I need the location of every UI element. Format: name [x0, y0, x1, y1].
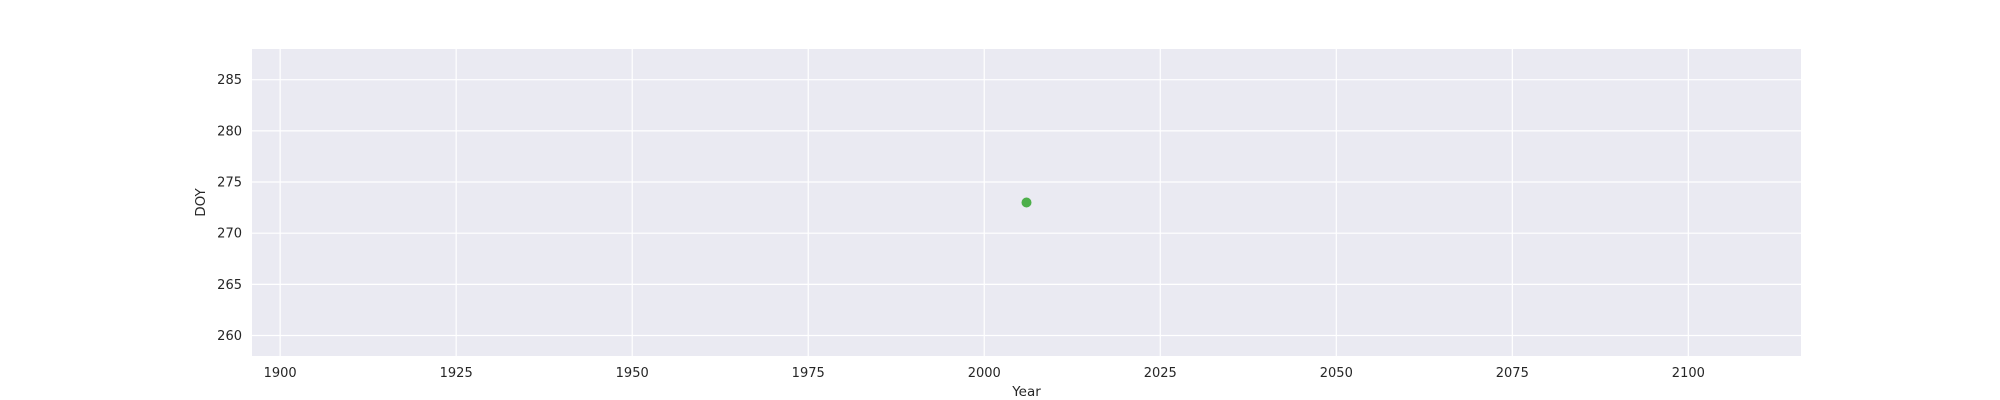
x-tick-label: 1925	[440, 366, 473, 381]
y-axis-label: DOY	[193, 187, 209, 216]
x-tick-label: 1950	[616, 366, 649, 381]
x-tick-label: 2000	[968, 366, 1001, 381]
y-tick-label: 275	[217, 176, 242, 191]
y-tick-label: 265	[217, 278, 242, 293]
x-axis-ticks: 1900 1925 1950 1975 2000 2025 2050 2075 2100	[264, 366, 1705, 381]
y-tick-label: 260	[217, 329, 242, 344]
x-tick-label: 2025	[1144, 366, 1177, 381]
x-tick-label: 2100	[1672, 366, 1705, 381]
data-point	[1021, 197, 1032, 208]
x-tick-label: 1975	[792, 366, 825, 381]
grid	[252, 49, 1801, 356]
x-tick-label: 1900	[264, 366, 297, 381]
y-tick-label: 285	[217, 73, 242, 88]
x-axis-label: Year	[1011, 384, 1041, 400]
data-points	[1021, 197, 1032, 208]
x-tick-label: 2050	[1320, 366, 1353, 381]
y-tick-label: 270	[217, 227, 242, 242]
y-tick-label: 280	[217, 124, 242, 139]
x-tick-label: 2075	[1496, 366, 1529, 381]
y-axis-ticks: 260 265 270 275 280 285	[217, 73, 242, 344]
